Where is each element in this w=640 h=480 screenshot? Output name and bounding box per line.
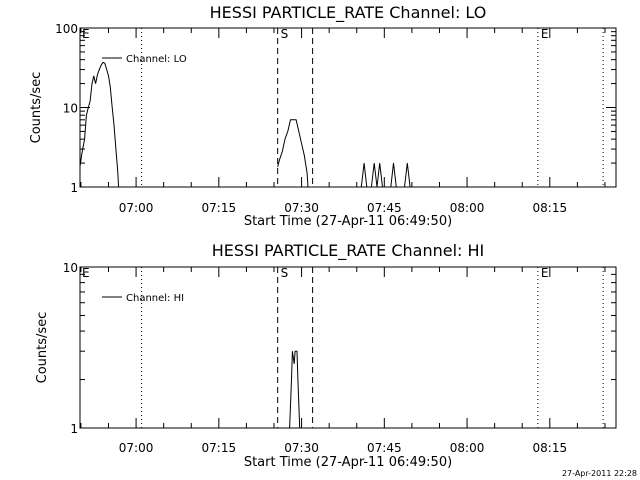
y-tick-label: 1 bbox=[70, 181, 78, 195]
event-marker-label: E bbox=[541, 266, 549, 280]
y-tick-label: 10 bbox=[63, 102, 78, 116]
x-tick-label: 07:45 bbox=[367, 201, 402, 215]
event-marker-label: S bbox=[281, 266, 289, 280]
y-tick-label: 1 bbox=[70, 422, 78, 436]
y-axis-label: Counts/sec bbox=[29, 72, 44, 144]
x-axis-label: Start Time (27-Apr-11 06:49:50) bbox=[244, 455, 452, 470]
x-tick-label: 07:45 bbox=[367, 441, 402, 455]
legend-entry: Channel: HI bbox=[126, 293, 184, 304]
series-line bbox=[277, 119, 309, 188]
series-line bbox=[360, 163, 368, 188]
legend-entry: Channel: LO bbox=[126, 54, 187, 65]
series-line bbox=[289, 350, 301, 429]
y-tick-label: 100 bbox=[55, 22, 78, 36]
left-edge-marker: E bbox=[82, 27, 90, 41]
panel-channel-hi: HESSI PARTICLE_RATE Channel: HI 1 10 07:00 0… bbox=[35, 241, 617, 470]
footer-timestamp: 27-Apr-2011 22:28 bbox=[562, 469, 637, 478]
chart-title: HESSI PARTICLE_RATE Channel: LO bbox=[210, 3, 487, 23]
y-tick-label: 10 bbox=[63, 261, 78, 275]
x-axis-label: Start Time (27-Apr-11 06:49:50) bbox=[244, 214, 452, 229]
x-tick-label: 07:00 bbox=[119, 201, 154, 215]
x-tick-label: 07:30 bbox=[284, 201, 319, 215]
x-tick-label: 08:15 bbox=[533, 441, 568, 455]
plot-frame bbox=[79, 266, 617, 429]
x-tick-label: 08:00 bbox=[450, 201, 485, 215]
x-tick-label: 07:15 bbox=[202, 201, 237, 215]
event-marker-label: S bbox=[281, 27, 289, 41]
x-tick-label: 07:15 bbox=[202, 441, 237, 455]
left-edge-marker: E bbox=[82, 266, 90, 280]
plot-frame bbox=[79, 27, 617, 188]
y-axis-label: Counts/sec bbox=[35, 312, 50, 384]
event-marker-label: E bbox=[541, 27, 549, 41]
chart-title: HESSI PARTICLE_RATE Channel: HI bbox=[212, 241, 485, 261]
panel-channel-lo: HESSI PARTICLE_RATE Channel: LO 1 10 100 07:… bbox=[29, 3, 617, 229]
x-tick-label: 07:00 bbox=[119, 441, 154, 455]
series-line bbox=[390, 163, 397, 188]
series-line bbox=[404, 163, 411, 188]
x-tick-label: 08:15 bbox=[533, 201, 568, 215]
x-tick-label: 08:00 bbox=[450, 441, 485, 455]
x-tick-label: 07:30 bbox=[284, 441, 319, 455]
series-line bbox=[79, 61, 120, 188]
series-line bbox=[370, 163, 383, 188]
